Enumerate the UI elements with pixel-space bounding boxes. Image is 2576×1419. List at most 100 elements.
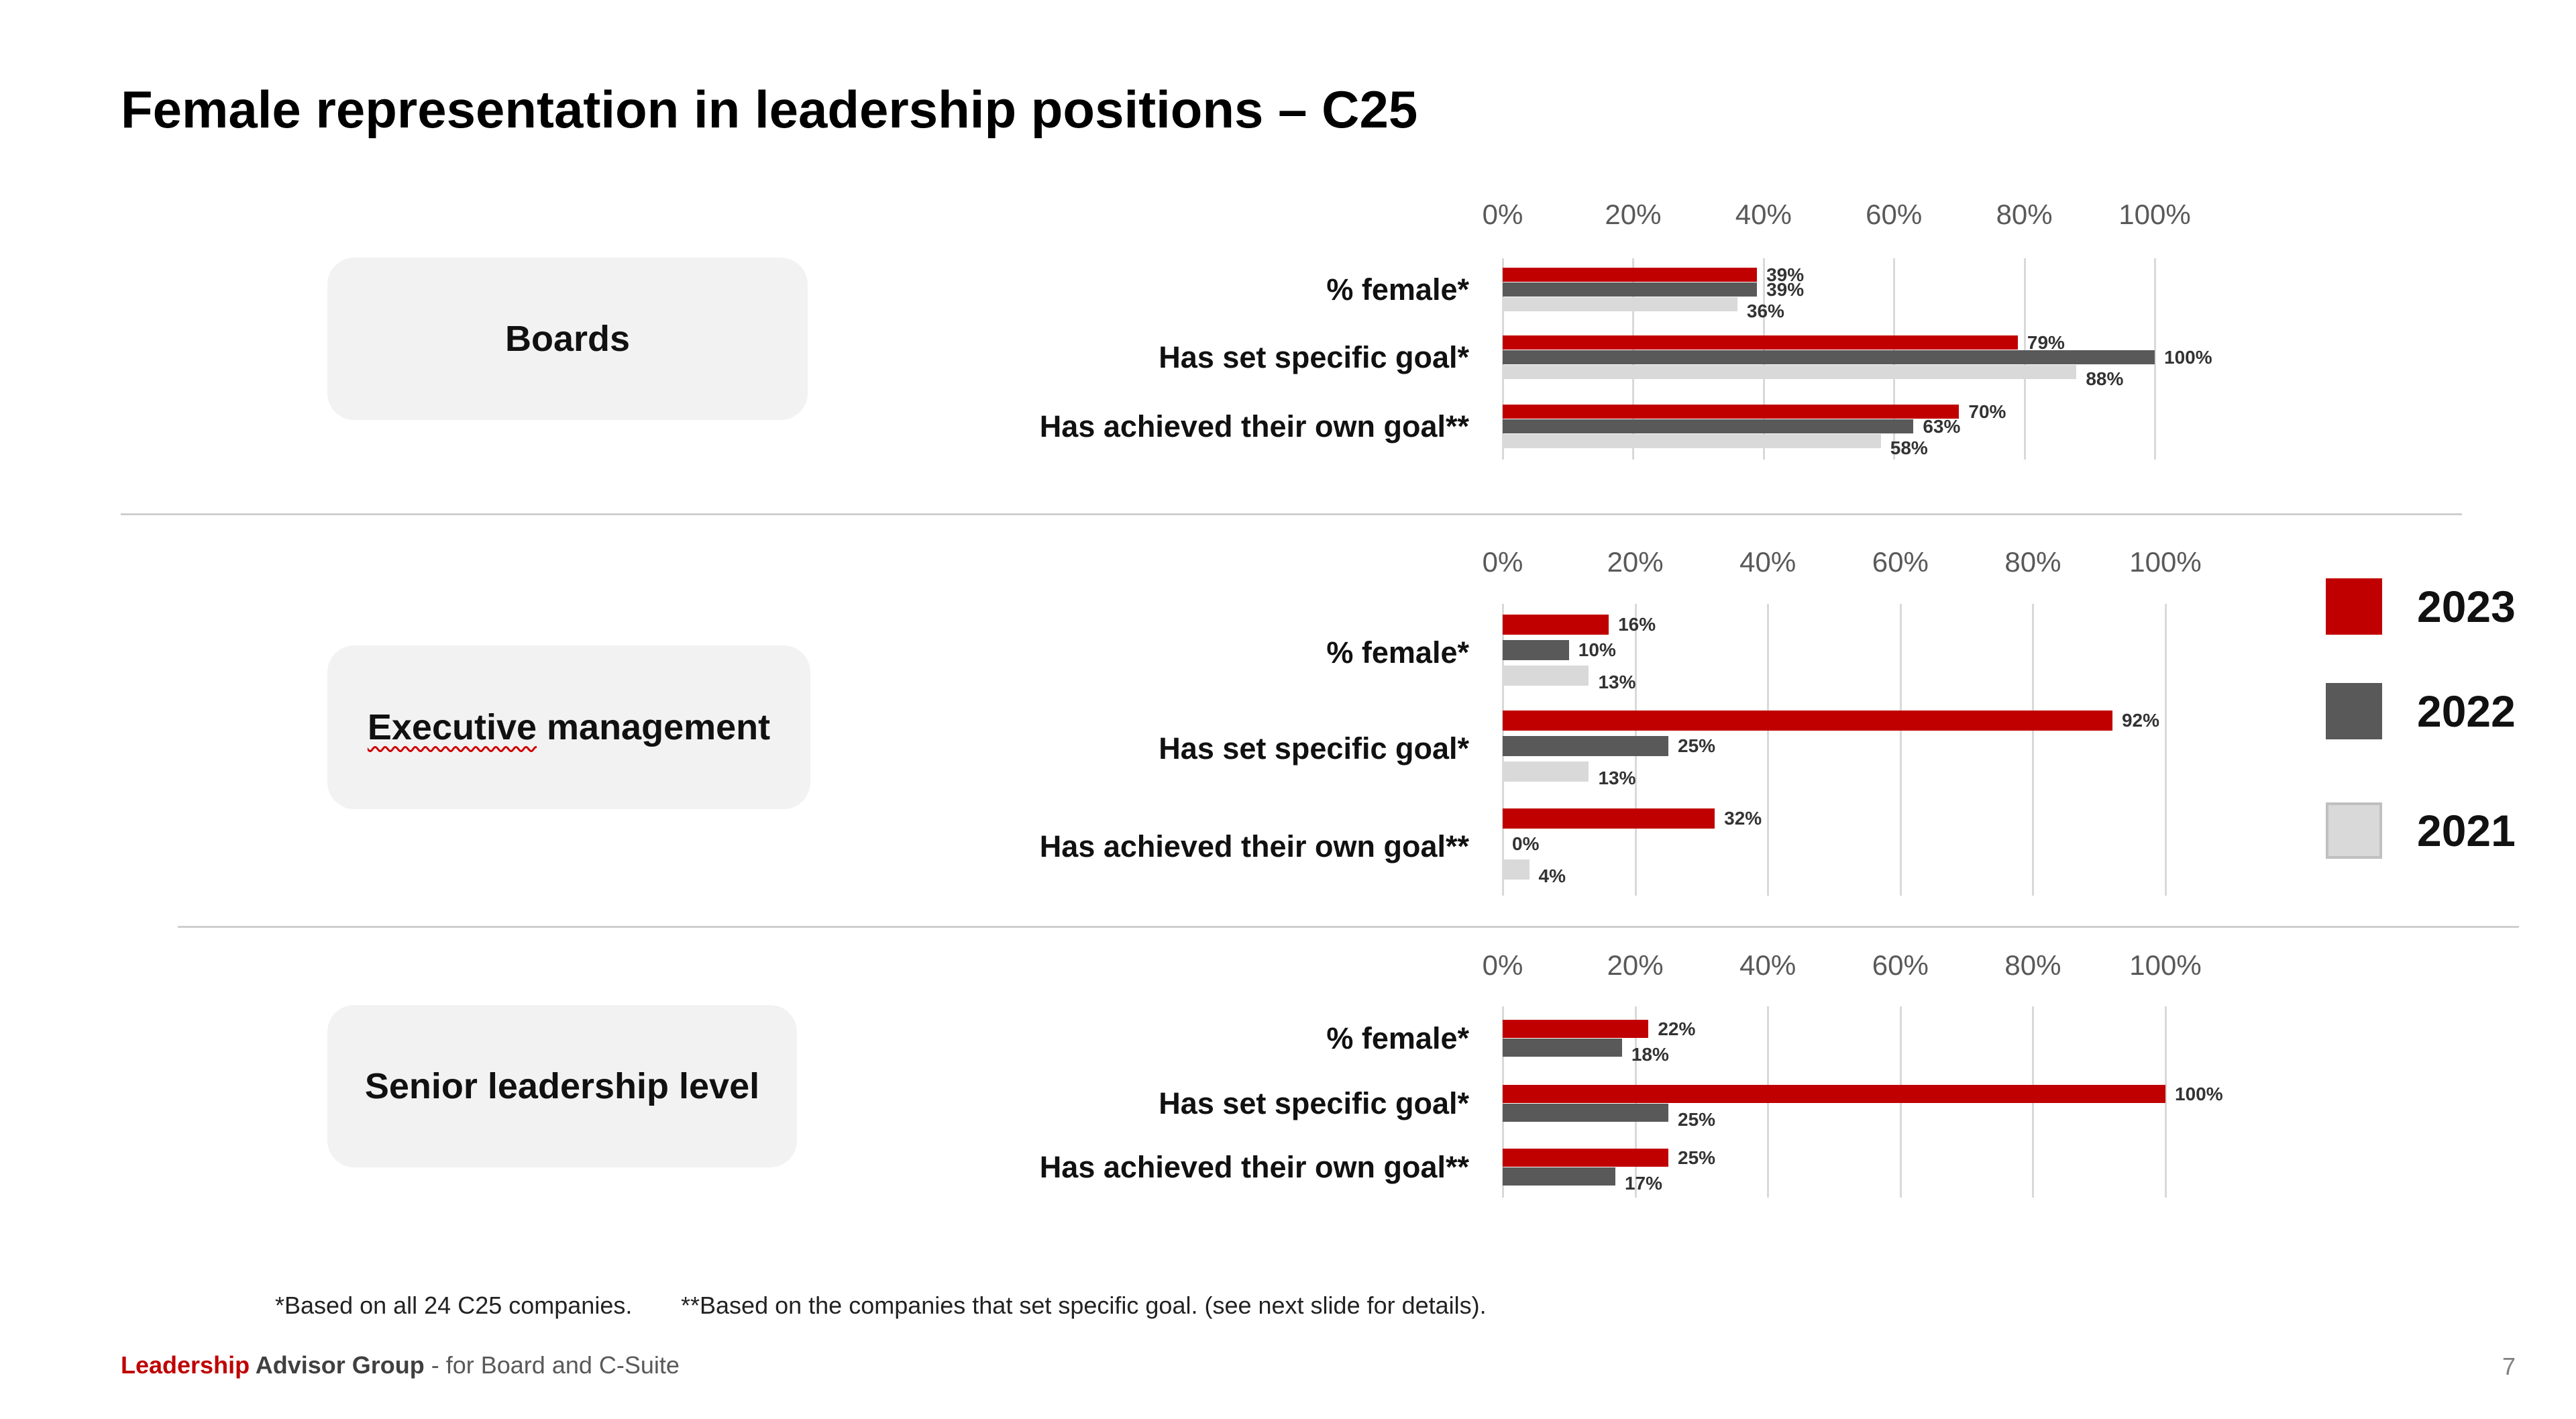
data-label-2022: 17%	[1624, 1172, 1662, 1194]
data-label-2023: 16%	[1618, 614, 1656, 635]
data-label-2023: 22%	[1658, 1018, 1696, 1039]
axis-tick-label: 40%	[1735, 199, 1792, 230]
bar-2021	[1503, 297, 1737, 311]
data-label-2022: 18%	[1631, 1043, 1669, 1065]
axis-tick-label: 40%	[1739, 949, 1796, 981]
bar-2021	[1503, 434, 1881, 448]
data-label-2022: 25%	[1678, 735, 1716, 756]
gridline	[2154, 258, 2156, 460]
page-number: 7	[2502, 1353, 2516, 1380]
bar-2022	[1503, 1167, 1615, 1186]
data-label-2022: 10%	[1578, 639, 1616, 660]
footnote-goal-companies: **Based on the companies that set specif…	[681, 1292, 1487, 1319]
gridline	[2165, 1006, 2167, 1198]
axis-tick-label: 20%	[1607, 546, 1664, 578]
data-label-2021: 13%	[1598, 672, 1636, 692]
bar-2023	[1503, 808, 1715, 829]
bar-2022	[1503, 640, 1569, 660]
axis-tick-label: 0%	[1482, 949, 1523, 981]
data-label-2023: 92%	[2121, 710, 2159, 731]
data-label-2023: 32%	[1724, 808, 1762, 829]
axis-tick-label: 80%	[2004, 546, 2061, 578]
section-divider	[121, 513, 2462, 515]
legend-swatch-2021	[2326, 802, 2382, 859]
section-label: Executive management	[368, 706, 770, 748]
bar-2023	[1503, 1149, 1668, 1167]
axis-tick-label: 80%	[1996, 199, 2053, 230]
data-label-2022: 0%	[1512, 833, 1540, 854]
legend-swatch-2023	[2326, 578, 2382, 635]
data-label-2021: 88%	[2086, 368, 2124, 389]
section-label-rest: management	[537, 707, 771, 747]
category-label: Has set specific goal*	[1159, 731, 1469, 766]
section-label-underlined: Executive	[367, 707, 537, 747]
data-label-2023: 79%	[2027, 331, 2065, 353]
legend-label-2023: 2023	[2417, 582, 2516, 631]
bar-2023	[1503, 335, 2018, 350]
data-label-2022: 39%	[1766, 278, 1805, 300]
footer-brand-red: Leadership	[121, 1351, 250, 1379]
axis-tick-label: 0%	[1482, 546, 1523, 578]
bar-2022	[1503, 1039, 1622, 1057]
data-label-2023: 70%	[1968, 401, 2006, 422]
category-label: % female*	[1326, 272, 1469, 307]
legend-label-2021: 2021	[2417, 806, 2516, 855]
data-label-2021: 4%	[1538, 865, 1566, 886]
section-senior-leadership: Senior leadership level	[327, 1005, 797, 1167]
axis-tick-label: 20%	[1607, 949, 1664, 981]
bar-2021	[1503, 365, 2077, 379]
gridline	[2032, 604, 2035, 896]
category-label: % female*	[1326, 1021, 1469, 1055]
bar-2023	[1503, 711, 2112, 731]
bar-2022	[1503, 419, 1914, 433]
section-boards: Boards	[327, 258, 808, 420]
axis-tick-label: 60%	[1872, 546, 1929, 578]
data-label-2023: 39%	[1766, 264, 1805, 285]
axis-tick-label: 60%	[1866, 199, 1923, 230]
category-label: Has achieved their own goal**	[1039, 409, 1469, 443]
bar-2022	[1503, 736, 1668, 756]
bar-2021	[1503, 859, 1529, 880]
section-executive-management: Executive management	[327, 645, 810, 809]
legend-swatch-2022	[2326, 683, 2382, 739]
footnote-all-companies: *Based on all 24 C25 companies.	[275, 1292, 633, 1319]
data-label-2021: 13%	[1598, 768, 1636, 788]
section-label: Senior leadership level	[364, 1066, 760, 1106]
gridline	[1899, 604, 1902, 896]
axis-tick-label: 40%	[1739, 546, 1796, 578]
bar-2023	[1503, 268, 1758, 282]
data-label-2021: 58%	[1890, 437, 1928, 458]
category-label: Has achieved their own goal**	[1039, 1150, 1469, 1184]
data-label-2021: 36%	[1746, 300, 1784, 321]
bar-2023	[1503, 615, 1609, 635]
page-title: Female representation in leadership posi…	[121, 80, 1418, 139]
axis-tick-label: 80%	[2004, 949, 2061, 981]
bar-2023	[1503, 1020, 1649, 1038]
data-label-2022: 25%	[1678, 1108, 1716, 1130]
section-label: Boards	[504, 319, 631, 359]
category-label: % female*	[1326, 635, 1469, 670]
axis-tick-label: 60%	[1872, 949, 1929, 981]
footer-text: - for Board and C-Suite	[424, 1351, 680, 1379]
category-label: Has set specific goal*	[1159, 340, 1469, 374]
footer-brand-dark: Advisor Group	[250, 1351, 425, 1379]
category-label: Has set specific goal*	[1159, 1086, 1469, 1120]
section-divider	[178, 926, 2519, 928]
bar-2022	[1503, 350, 2155, 364]
category-label: Has achieved their own goal**	[1039, 829, 1469, 863]
bar-2023	[1503, 1085, 2165, 1103]
axis-tick-label: 0%	[1482, 199, 1523, 230]
axis-tick-label: 100%	[2118, 199, 2191, 230]
data-label-2022: 100%	[2164, 346, 2212, 368]
bar-2021	[1503, 666, 1589, 686]
footer: Leadership Advisor Group - for Board and…	[121, 1351, 680, 1379]
gridline	[2165, 604, 2167, 896]
data-label-2022: 63%	[1923, 415, 1961, 437]
bar-2022	[1503, 282, 1758, 297]
axis-tick-label: 100%	[2129, 949, 2202, 981]
data-label-2023: 100%	[2175, 1083, 2223, 1104]
bar-2022	[1503, 1104, 1668, 1122]
